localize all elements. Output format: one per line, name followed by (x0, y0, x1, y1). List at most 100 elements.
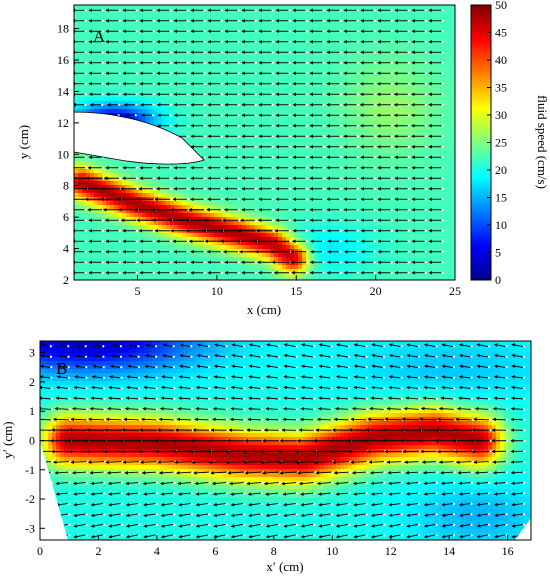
vector-origin-dot (101, 271, 104, 274)
velocity-arrow (265, 396, 280, 400)
vector-origin-dot (322, 135, 325, 138)
vector-origin-dot (296, 481, 299, 484)
vector-origin-dot (289, 271, 292, 274)
vector-origin-dot (305, 9, 308, 12)
vector-origin-dot (190, 355, 193, 358)
vector-origin-dot (242, 345, 246, 348)
vector-origin-dot (84, 355, 88, 358)
vector-origin-dot (407, 124, 410, 127)
velocity-arrow (510, 470, 525, 475)
vector-origin-dot (172, 345, 175, 348)
x-tick-label: 20 (370, 284, 382, 298)
velocity-arrow (440, 470, 455, 475)
velocity-arrow (265, 364, 280, 369)
velocity-arrow (265, 375, 280, 379)
velocity-arrow (438, 406, 455, 411)
vector-origin-dot (424, 187, 427, 190)
vector-origin-dot (407, 30, 410, 33)
velocity-arrow (230, 406, 245, 411)
vector-origin-dot (271, 40, 274, 43)
vector-origin-dot (488, 397, 491, 400)
velocity-arrow (441, 502, 455, 507)
vector-origin-dot (407, 103, 410, 106)
vector-origin-dot (348, 523, 351, 526)
vector-origin-dot (488, 481, 491, 484)
vector-origin-dot (278, 366, 281, 369)
vector-origin-dot (220, 166, 223, 169)
velocity-arrow (300, 385, 315, 390)
velocity-arrow (335, 534, 350, 539)
velocity-arrow (455, 460, 473, 464)
vector-origin-dot (156, 471, 159, 474)
vector-origin-dot (400, 345, 403, 348)
velocity-arrow (40, 364, 52, 369)
vector-origin-dot (452, 376, 456, 379)
vector-origin-dot (339, 61, 342, 64)
velocity-arrow (227, 471, 246, 475)
velocity-arrow (406, 513, 420, 518)
vector-origin-dot (186, 40, 189, 43)
vector-origin-dot (441, 61, 444, 64)
vector-origin-dot (102, 345, 105, 348)
velocity-arrow (350, 417, 368, 422)
vector-origin-dot (203, 198, 206, 201)
x-tick-label: 6 (212, 544, 218, 558)
vector-origin-dot (271, 9, 274, 12)
velocity-arrow (493, 375, 507, 379)
vector-origin-dot (441, 250, 444, 253)
vector-origin-dot (254, 271, 257, 274)
vector-origin-dot (67, 355, 70, 358)
vector-origin-dot (152, 93, 155, 96)
vector-origin-dot (339, 93, 342, 96)
vector-origin-dot (237, 261, 240, 264)
vector-origin-dot (313, 387, 316, 390)
vector-origin-dot (172, 366, 176, 369)
vector-origin-dot (152, 261, 155, 264)
vector-origin-dot (138, 471, 141, 474)
vector-origin-dot (470, 366, 473, 369)
velocity-arrow (493, 396, 507, 400)
vector-origin-dot (453, 387, 456, 390)
vector-origin-dot (278, 355, 281, 358)
velocity-arrow (388, 523, 402, 528)
vector-origin-dot (365, 376, 368, 379)
vector-origin-dot (288, 40, 291, 43)
velocity-arrow (493, 492, 507, 496)
vector-origin-dot (155, 397, 158, 400)
vector-origin-dot (365, 513, 368, 516)
vector-origin-dot (101, 93, 104, 96)
velocity-arrow (90, 534, 105, 539)
velocity-arrow (318, 396, 332, 400)
y-tick-label: -1 (25, 463, 35, 477)
velocity-arrow (370, 534, 385, 539)
vector-origin-dot (237, 82, 240, 85)
vector-origin-dot (271, 177, 274, 180)
velocity-arrow (266, 353, 280, 358)
velocity-arrow (424, 364, 437, 369)
vector-origin-dot (237, 198, 240, 201)
vector-origin-dot (220, 40, 223, 43)
vector-origin-dot (331, 418, 334, 421)
vector-origin-dot (322, 61, 325, 64)
vector-origin-dot (190, 481, 194, 484)
vector-origin-dot (209, 429, 212, 432)
velocity-arrow (214, 343, 227, 348)
velocity-arrow (459, 364, 472, 369)
velocity-arrow (492, 470, 507, 475)
vector-origin-dot (339, 82, 342, 85)
velocity-arrow (511, 492, 525, 496)
vector-origin-dot (288, 177, 291, 180)
panel-b-label: B (56, 359, 67, 378)
vector-origin-dot (407, 271, 410, 274)
vector-origin-dot (390, 93, 393, 96)
velocity-arrow (318, 375, 332, 379)
velocity-arrow (335, 502, 350, 507)
vector-origin-dot (237, 156, 240, 159)
vector-origin-dot (190, 397, 193, 400)
velocity-arrow (55, 396, 70, 400)
velocity-arrow (318, 513, 332, 518)
vector-origin-dot (487, 502, 491, 505)
vector-origin-dot (103, 481, 106, 484)
velocity-arrow (441, 534, 455, 539)
velocity-arrow (195, 492, 210, 496)
